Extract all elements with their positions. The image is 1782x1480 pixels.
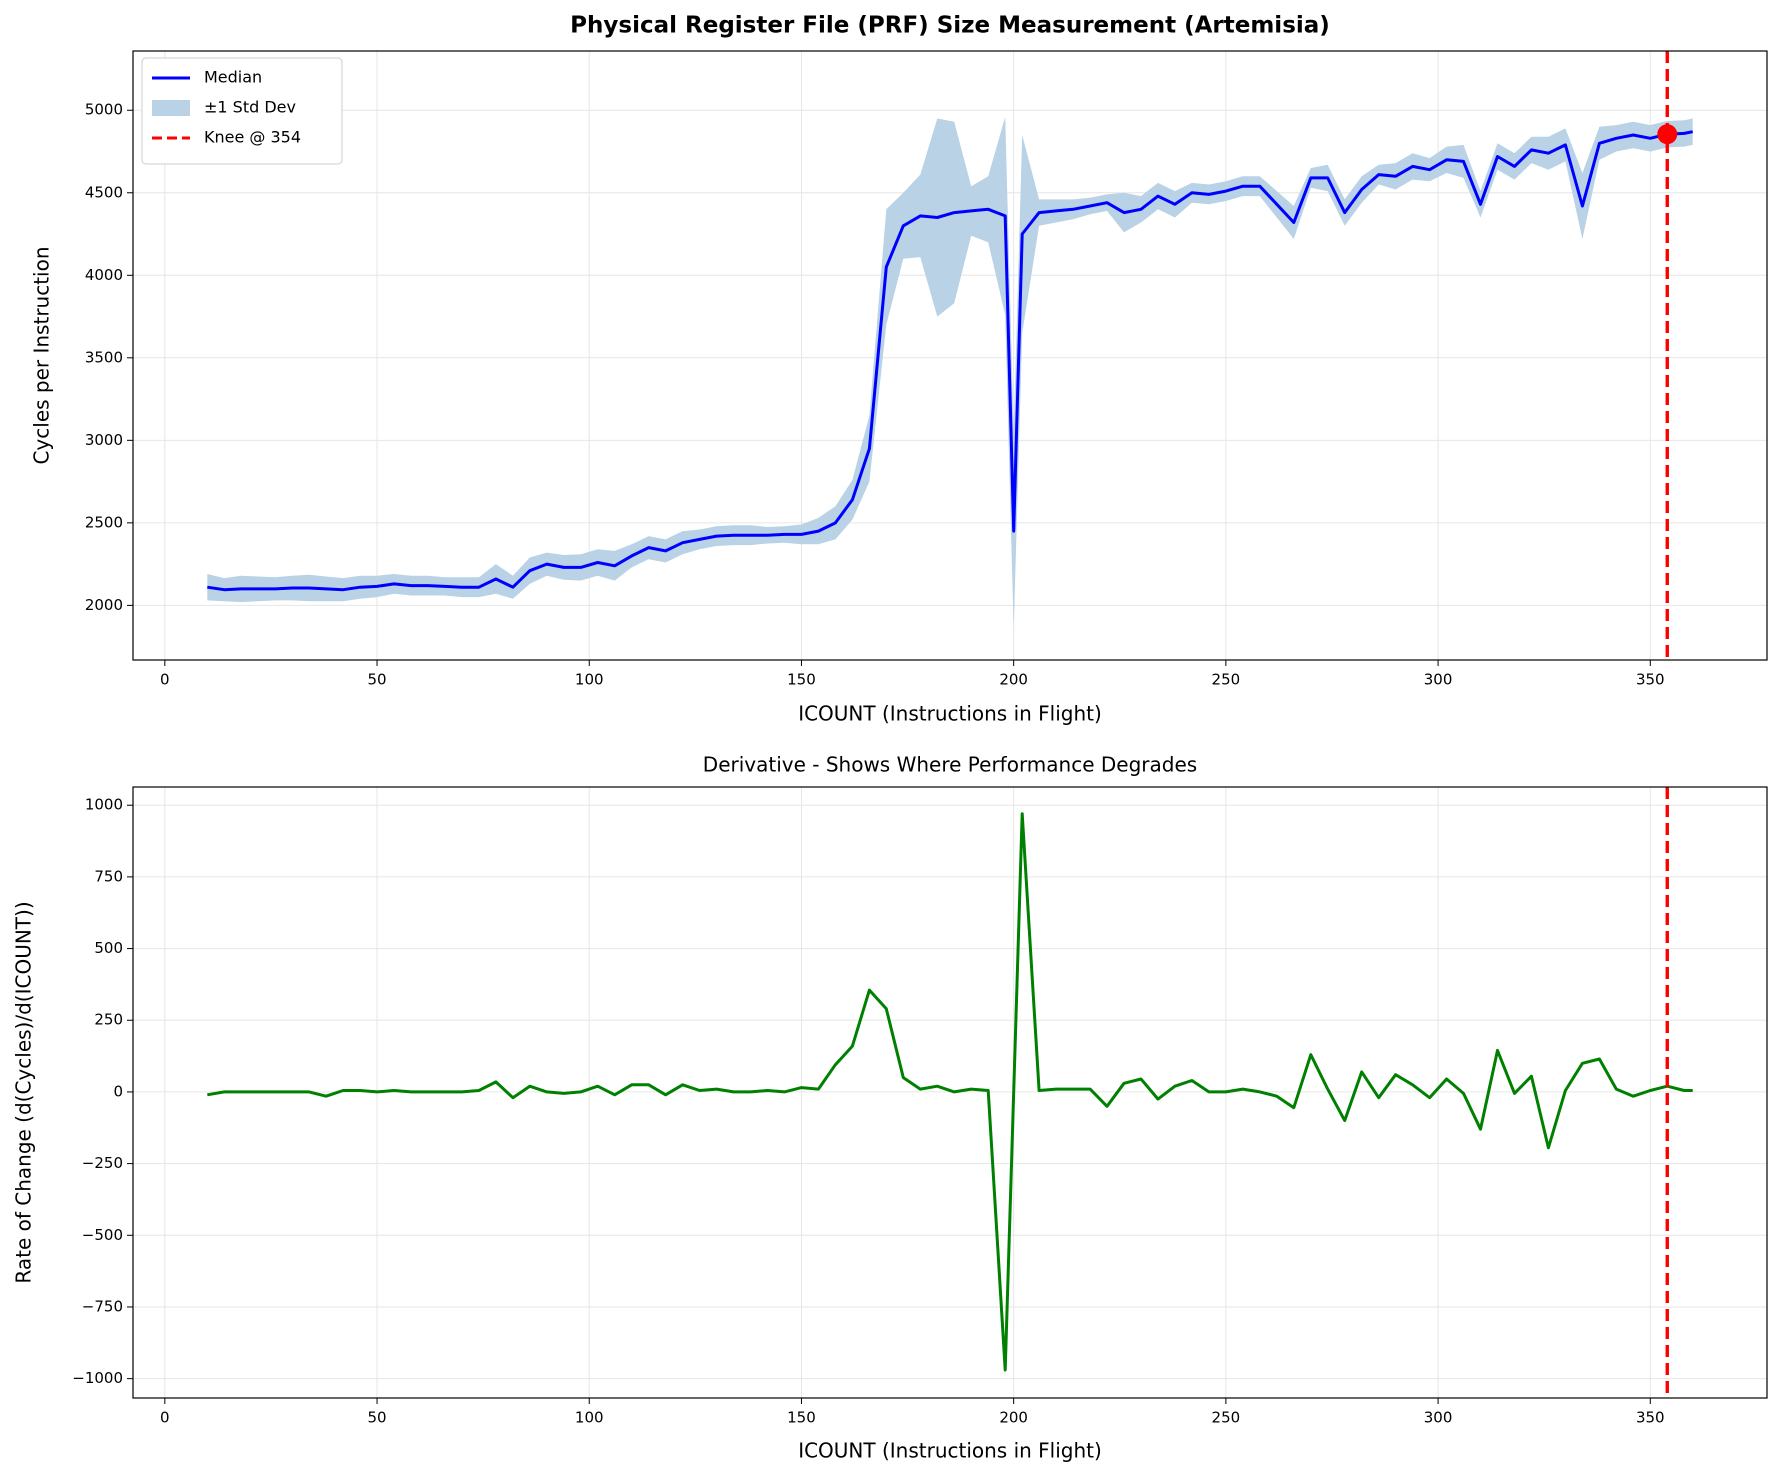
- chart-title: Physical Register File (PRF) Size Measur…: [570, 13, 1330, 39]
- x-tick-label: 350: [1636, 671, 1665, 689]
- x-tick-label: 200: [999, 1409, 1028, 1427]
- y-tick-label: 4000: [85, 266, 123, 284]
- y-axis-label: Rate of Change (d(Cycles)/d(ICOUNT)): [12, 901, 36, 1283]
- y-tick-label: 1000: [85, 796, 123, 814]
- legend-swatch: [152, 100, 190, 116]
- y-tick-label: 750: [94, 867, 123, 885]
- x-tick-label: 300: [1424, 1409, 1453, 1427]
- chart-title: Derivative - Shows Where Performance Deg…: [703, 753, 1197, 777]
- x-tick-label: 250: [1212, 671, 1241, 689]
- median-line: [207, 130, 1693, 592]
- x-tick-label: 350: [1636, 1409, 1665, 1427]
- x-axis-label: ICOUNT (Instructions in Flight): [798, 1439, 1102, 1463]
- derivative-line: [207, 812, 1693, 1372]
- y-tick-label: 250: [94, 1011, 123, 1029]
- x-axis-label: ICOUNT (Instructions in Flight): [798, 702, 1102, 726]
- x-tick-label: 300: [1424, 671, 1453, 689]
- x-tick-label: 50: [367, 671, 386, 689]
- y-tick-label: 4500: [85, 183, 123, 201]
- y-tick-label: 2500: [85, 513, 123, 531]
- x-tick-label: 150: [787, 1409, 816, 1427]
- y-tick-label: 3000: [85, 431, 123, 449]
- axes-frame: [132, 786, 1768, 1399]
- y-tick-label: 5000: [85, 101, 123, 119]
- y-tick-label: −500: [82, 1226, 123, 1244]
- x-tick-label: 200: [999, 671, 1028, 689]
- x-tick-label: 250: [1212, 1409, 1241, 1427]
- x-tick-label: 100: [575, 671, 604, 689]
- y-tick-label: −750: [82, 1297, 123, 1315]
- knee-marker: [1657, 124, 1678, 145]
- legend-box: [141, 57, 343, 165]
- x-tick-label: 0: [160, 671, 170, 689]
- x-tick-label: 150: [787, 671, 816, 689]
- axes-frame: [132, 50, 1768, 661]
- legend-label: ±1 Std Dev: [204, 98, 296, 117]
- std-band: [207, 116, 1693, 631]
- x-tick-label: 50: [367, 1409, 386, 1427]
- y-tick-label: 0: [113, 1082, 123, 1100]
- y-tick-label: 2000: [85, 596, 123, 614]
- legend-label: Knee @ 354: [204, 128, 301, 147]
- legend: Median ±1 Std Dev Knee @ 354: [141, 57, 343, 165]
- y-axis-label: Cycles per Instruction: [30, 246, 54, 464]
- legend-label: Median: [204, 68, 262, 87]
- x-tick-label: 100: [575, 1409, 604, 1427]
- y-tick-label: 3500: [85, 348, 123, 366]
- x-tick-label: 0: [160, 1409, 170, 1427]
- y-tick-label: 500: [94, 939, 123, 957]
- y-tick-label: −1000: [72, 1369, 123, 1387]
- y-tick-label: −250: [82, 1154, 123, 1172]
